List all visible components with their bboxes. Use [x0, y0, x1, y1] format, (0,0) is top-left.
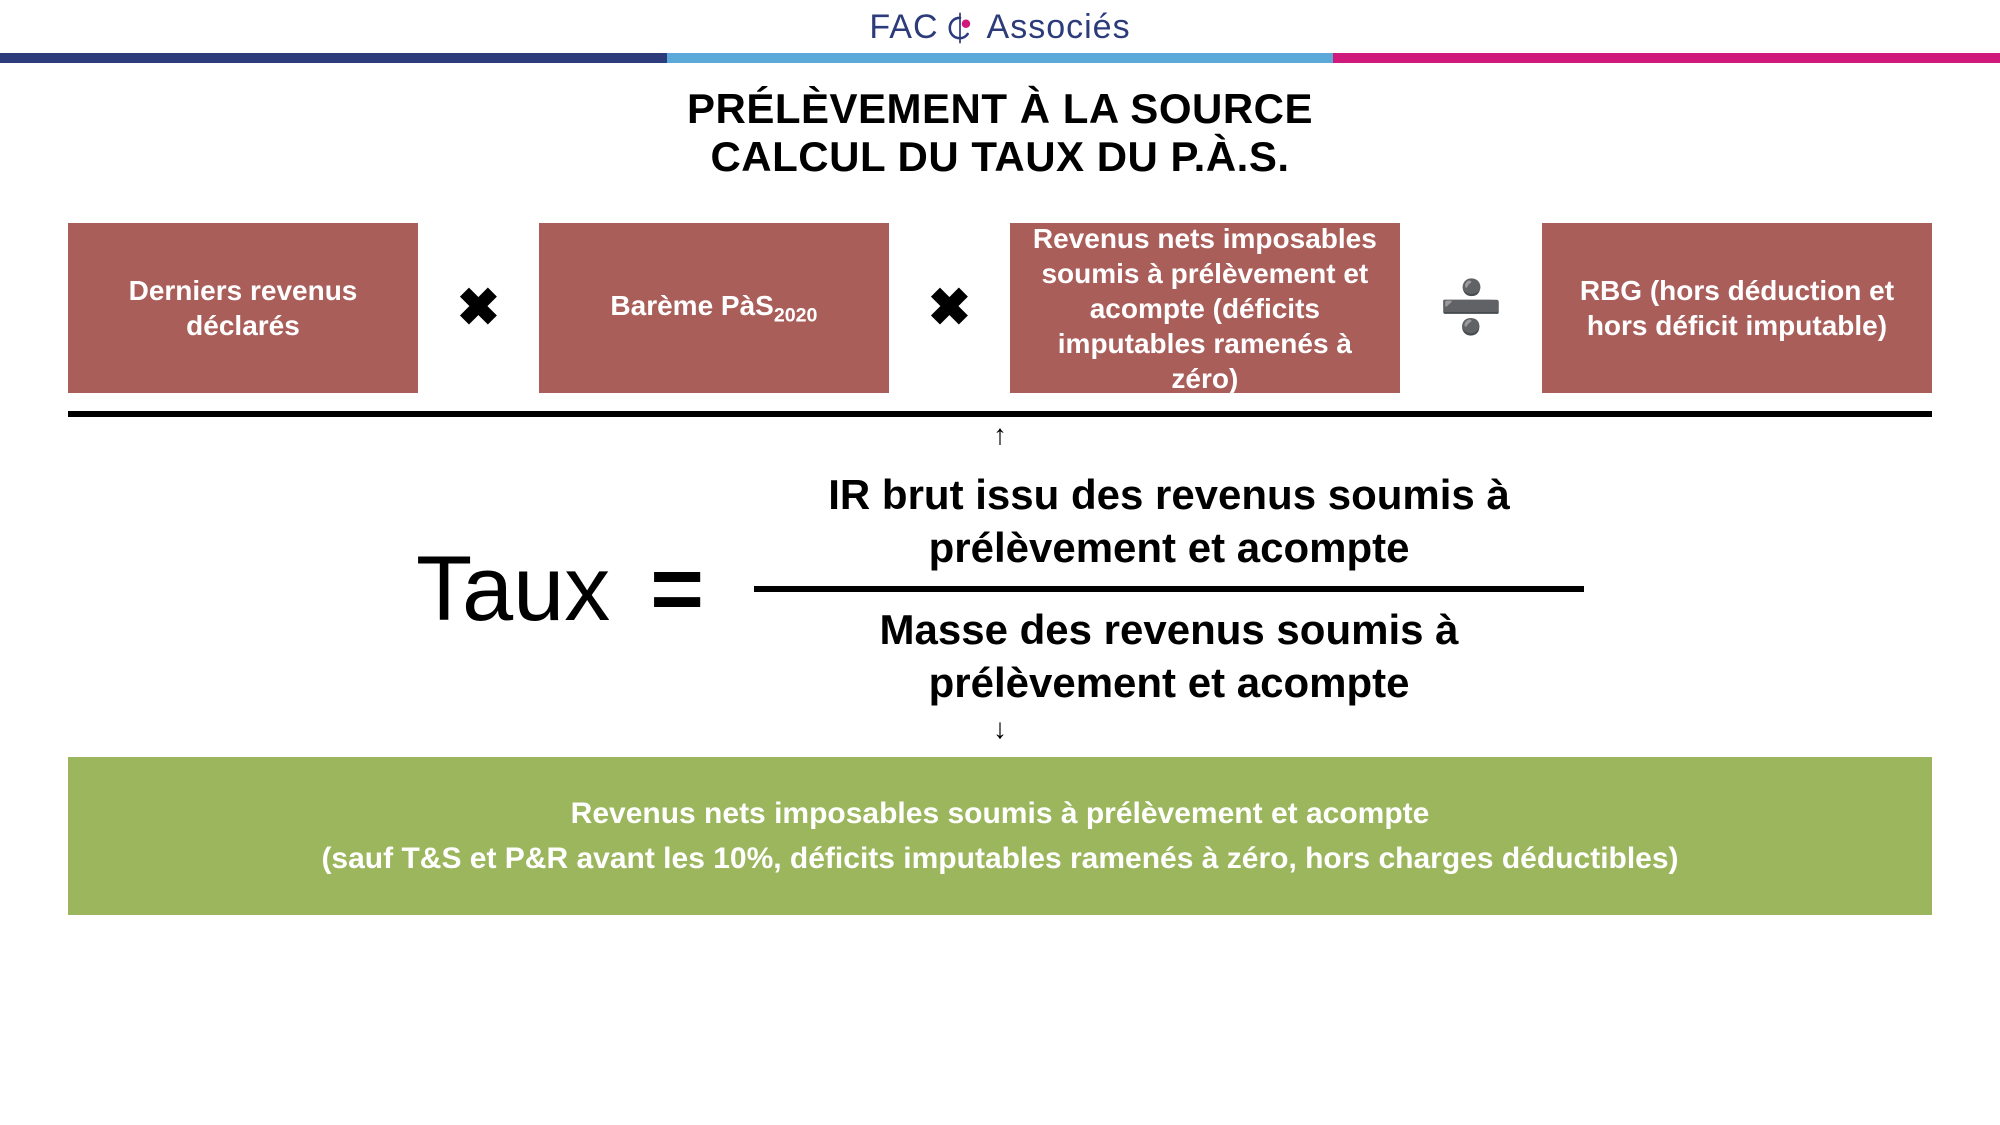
title: PRÉLÈVEMENT À LA SOURCE CALCUL DU TAUX D… [0, 85, 2000, 181]
equals-sign: = [650, 537, 704, 642]
fraction-line [754, 586, 1584, 592]
green-line2: (sauf T&S et P&R avant les 10%, déficits… [108, 836, 1892, 881]
numerator: IR brut issu des revenus soumis àprélève… [828, 469, 1510, 574]
taux-label: Taux [416, 537, 610, 642]
operator-3: ➗ [1425, 282, 1518, 334]
denominator: Masse des revenus soumis àprélèvement et… [880, 604, 1459, 709]
box-2: Barème PàS2020 [539, 223, 889, 393]
arrow-down-icon: ↓ [0, 715, 2000, 743]
box-4: RBG (hors déduction et hors déficit impu… [1542, 223, 1932, 393]
operator-1: ✖ [443, 282, 515, 334]
title-line2: CALCUL DU TAUX DU P.À.S. [0, 133, 2000, 181]
box-1: Derniers revenus déclarés [68, 223, 418, 393]
title-line1: PRÉLÈVEMENT À LA SOURCE [0, 85, 2000, 133]
top-rule-seg2 [667, 53, 1334, 63]
fraction: IR brut issu des revenus soumis àprélève… [754, 469, 1584, 709]
top-rule-seg3 [1333, 53, 2000, 63]
logo-left: FAC [869, 8, 938, 47]
box-3: Revenus nets imposables soumis à prélève… [1010, 223, 1400, 393]
green-box: Revenus nets imposables soumis à prélève… [68, 757, 1932, 915]
top-rule [0, 53, 2000, 63]
formula-box-row: Derniers revenus déclarés ✖ Barème PàS20… [0, 223, 2000, 393]
under-rule [68, 411, 1932, 417]
logo-icon [943, 11, 977, 45]
arrow-up-icon: ↑ [0, 421, 2000, 449]
top-rule-seg1 [0, 53, 667, 63]
logo: FAC Associés [0, 0, 2000, 47]
logo-right: Associés [987, 8, 1131, 47]
operator-2: ✖ [914, 282, 986, 334]
taux-formula: Taux = IR brut issu des revenus soumis à… [0, 469, 2000, 709]
green-line1: Revenus nets imposables soumis à prélève… [108, 791, 1892, 836]
